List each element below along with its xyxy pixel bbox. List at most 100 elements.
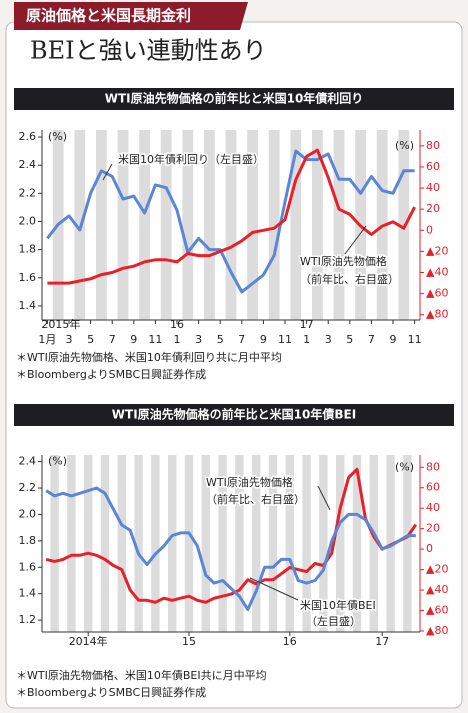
y2-tick-label: ▲80 xyxy=(426,624,448,637)
stripe xyxy=(352,455,362,632)
y2-tick-label: ▲60 xyxy=(426,604,448,617)
series-label: WTI原油先物価格 xyxy=(206,475,293,489)
stripe xyxy=(117,130,129,320)
y2-tick-label: 40 xyxy=(426,181,440,194)
leader xyxy=(249,577,299,601)
y-tick-label: 2.4 xyxy=(19,455,37,468)
series-line xyxy=(45,486,416,611)
stripe xyxy=(160,130,172,320)
x-tick-label: 3 xyxy=(325,333,332,346)
note: ＊WTI原油先物価格、米国10年債利回り共に月中平均 xyxy=(16,350,282,364)
y2-tick-label: 20 xyxy=(426,202,440,215)
y2-tick-label: 0 xyxy=(426,542,433,555)
x-tick-label: 5 xyxy=(346,333,353,346)
y2-tick-label: 40 xyxy=(426,501,440,514)
note: ＊WTI原油先物価格、米国10年債BEI共に月中平均 xyxy=(16,668,267,682)
year-label: 2015年 xyxy=(41,317,80,331)
chart-title-bg xyxy=(14,88,454,110)
stripe xyxy=(312,130,323,320)
y-tick-label: 2.2 xyxy=(19,481,37,494)
x-tick-label: 15 xyxy=(182,635,196,648)
y-tick-label: 2.4 xyxy=(19,158,37,171)
series-label: 米国10年債BEI xyxy=(300,598,376,612)
stripe xyxy=(184,455,194,632)
y2-tick-label: 60 xyxy=(426,160,440,173)
unit-left: (%) xyxy=(48,130,67,143)
x-tick-label: 2014年 xyxy=(69,634,108,648)
x-tick-label: 1 xyxy=(303,333,310,346)
series-line xyxy=(47,148,416,285)
stripe xyxy=(333,130,345,320)
x-tick-label: 5 xyxy=(87,333,94,346)
y2-tick-label: 20 xyxy=(426,522,440,535)
x-tick-label: 17 xyxy=(375,635,389,648)
chart-title-bg xyxy=(14,404,454,426)
y-tick-label: 2.0 xyxy=(19,507,37,520)
unit-right: (%) xyxy=(395,460,414,473)
y-tick-label: 2.2 xyxy=(19,186,37,199)
stripe xyxy=(403,455,412,632)
series-label: 米国10年債利回り（左目盛） xyxy=(118,152,264,166)
y2-tick-label: 0 xyxy=(426,223,433,236)
stripe xyxy=(319,455,328,632)
stripe xyxy=(151,455,160,632)
stripe xyxy=(67,455,76,632)
x-tick-label: 7 xyxy=(109,333,116,346)
stripe xyxy=(336,455,345,632)
note: ＊BloombergよりSMBC日興証券作成 xyxy=(16,685,206,699)
leader xyxy=(344,225,367,255)
unit-right: (%) xyxy=(395,139,414,152)
stripe xyxy=(201,455,210,632)
x-tick-label: 9 xyxy=(260,333,267,346)
x-tick-label: 11 xyxy=(408,333,422,346)
stripe xyxy=(100,455,110,632)
x-tick-label: 11 xyxy=(278,333,292,346)
leader xyxy=(317,485,331,511)
stripe xyxy=(285,455,294,632)
y2-tick-label: ▲40 xyxy=(426,583,448,596)
stripe xyxy=(268,455,278,632)
stripe xyxy=(139,130,150,320)
stripe xyxy=(268,130,280,320)
y-tick-label: 1.2 xyxy=(19,613,37,626)
y2-tick-label: ▲40 xyxy=(426,266,448,279)
stripe xyxy=(168,455,177,632)
x-tick-label: 7 xyxy=(368,333,375,346)
stripe xyxy=(84,455,93,632)
x-tick-label: 11 xyxy=(148,333,162,346)
headline: BEIと強い連動性あり xyxy=(30,37,267,65)
tag-bg xyxy=(14,2,248,30)
series-line xyxy=(46,149,415,294)
y2-tick-label: ▲20 xyxy=(426,563,448,576)
stripe xyxy=(96,130,107,320)
x-tick-label: 16 xyxy=(283,635,297,648)
series-label: （左目盛） xyxy=(306,614,361,628)
stripe xyxy=(182,130,194,320)
stripe xyxy=(218,455,227,632)
y-tick-label: 2.6 xyxy=(19,130,37,143)
y2-tick-label: ▲80 xyxy=(426,308,448,321)
leader xyxy=(102,163,113,181)
year-label: 17 xyxy=(300,318,314,331)
series-label: （前年比、右目盛） xyxy=(300,272,399,286)
stripe xyxy=(252,455,261,632)
tag: 原油価格と米国長期金利 xyxy=(26,7,191,25)
stripe xyxy=(235,455,244,632)
stripe xyxy=(302,455,311,632)
stripe xyxy=(50,455,59,632)
stripe xyxy=(290,130,302,320)
stripe xyxy=(134,455,143,632)
chart-title: WTI原油先物価格の前年比と米国10年債BEI xyxy=(112,407,356,422)
x-tick-label: 9 xyxy=(130,333,137,346)
y2-tick-label: ▲60 xyxy=(426,287,448,300)
x-tick-label: 7 xyxy=(238,333,245,346)
series-line xyxy=(45,467,418,604)
series-label: WTI原油先物価格 xyxy=(300,254,387,268)
y-tick-label: 1.6 xyxy=(19,271,37,284)
stripe xyxy=(117,455,126,632)
x-tick-label: 9 xyxy=(390,333,397,346)
x-tick-label: 1 xyxy=(174,333,181,346)
y2-tick-label: ▲20 xyxy=(426,244,448,257)
stripe xyxy=(225,130,237,320)
